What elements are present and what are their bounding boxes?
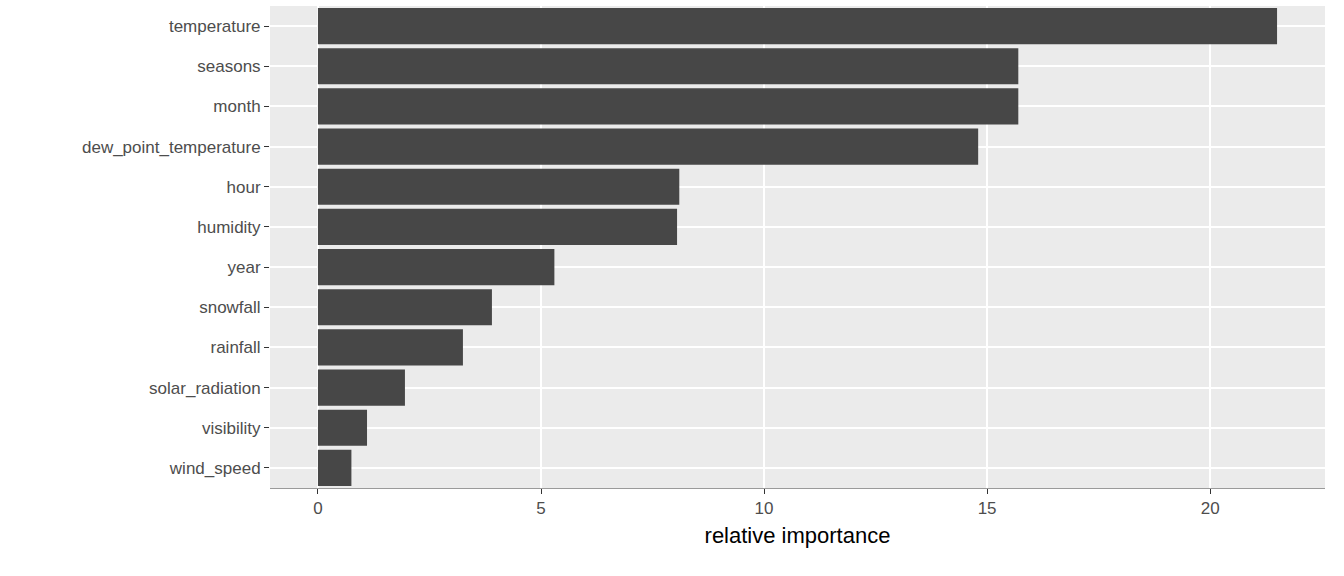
svg-text:seasons: seasons: [197, 57, 260, 76]
svg-text:10: 10: [755, 499, 774, 518]
svg-text:dew_point_temperature: dew_point_temperature: [82, 138, 261, 157]
svg-text:visibility: visibility: [202, 419, 261, 438]
svg-text:solar_radiation: solar_radiation: [149, 379, 261, 398]
svg-text:20: 20: [1201, 499, 1220, 518]
svg-text:humidity: humidity: [197, 218, 261, 237]
svg-text:relative importance: relative importance: [705, 523, 891, 548]
svg-text:temperature: temperature: [169, 17, 261, 36]
svg-text:hour: hour: [227, 178, 261, 197]
svg-text:snowfall: snowfall: [199, 298, 260, 317]
svg-text:15: 15: [978, 499, 997, 518]
svg-text:5: 5: [536, 499, 545, 518]
svg-text:0: 0: [313, 499, 322, 518]
svg-text:year: year: [228, 258, 261, 277]
svg-text:month: month: [213, 97, 260, 116]
svg-text:wind_speed: wind_speed: [169, 459, 261, 478]
svg-text:rainfall: rainfall: [211, 338, 261, 357]
